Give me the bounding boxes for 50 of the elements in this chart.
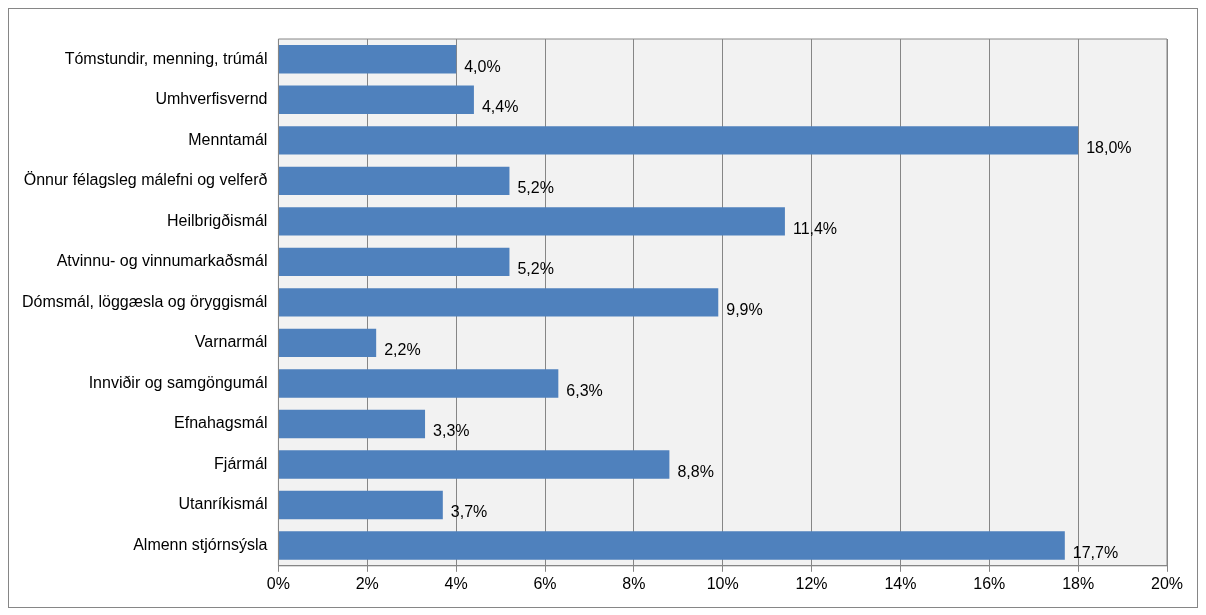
y-tick-label: Innviðir og samgöngumál: [88, 373, 268, 391]
data-label: 6,3%: [566, 381, 603, 399]
data-label: 2,2%: [384, 341, 421, 359]
bar: [278, 126, 1079, 155]
y-tick-label: Almenn stjórnsýsla: [133, 535, 268, 553]
data-label: 3,3%: [433, 422, 470, 440]
y-tick-label: Utanríkismál: [178, 495, 268, 513]
y-tick-label: Umhverfisvernd: [155, 90, 268, 108]
data-label: 18,0%: [1086, 138, 1132, 156]
data-label: 4,0%: [464, 57, 501, 75]
bar: [278, 85, 474, 114]
bar: [278, 247, 510, 277]
x-tick-label: 16%: [973, 574, 1006, 592]
data-label: 5,2%: [517, 179, 554, 197]
y-tick-label: Önnur félagsleg málefni og velferð: [23, 171, 268, 189]
x-tick-label: 4%: [444, 574, 468, 592]
bar: [278, 531, 1065, 560]
y-tick-label: Dómsmál, löggæsla og öryggismál: [21, 292, 268, 310]
x-tick-label: 2%: [355, 574, 379, 592]
y-tick-label: Varnarmál: [194, 333, 268, 351]
x-tick-label: 10%: [706, 574, 739, 592]
y-tick-label: Atvinnu- og vinnumarkaðsmál: [56, 252, 268, 270]
data-label: 17,7%: [1072, 543, 1119, 561]
bar: [278, 166, 510, 196]
data-label: 11,4%: [792, 219, 838, 237]
x-tick-label: 0%: [266, 574, 290, 592]
y-tick-label: Efnahagsmál: [174, 414, 268, 432]
y-tick-label: Menntamál: [188, 130, 268, 148]
bar: [278, 490, 443, 520]
x-tick-label: 20%: [1150, 574, 1184, 592]
y-tick-label: Heilbrigðismál: [166, 211, 268, 229]
x-tick-label: 6%: [533, 574, 557, 592]
y-tick-label: Fjármál: [214, 454, 268, 472]
bar: [278, 207, 785, 236]
data-label: 4,4%: [481, 98, 519, 116]
bar: [278, 450, 670, 479]
data-label: 3,7%: [450, 503, 488, 521]
y-tick-label: Tómstundir, menning, trúmál: [64, 49, 268, 67]
x-tick-label: 12%: [795, 574, 828, 592]
bar: [278, 45, 457, 74]
x-tick-label: 14%: [884, 574, 917, 592]
data-label: 5,2%: [517, 260, 554, 278]
bar: [278, 369, 559, 398]
x-tick-label: 18%: [1062, 574, 1095, 592]
data-label: 9,9%: [726, 300, 763, 318]
bar: [278, 409, 426, 439]
data-label: 8,8%: [677, 462, 714, 480]
bar: [278, 328, 377, 358]
bar: [278, 288, 719, 317]
x-tick-label: 8%: [622, 574, 646, 592]
